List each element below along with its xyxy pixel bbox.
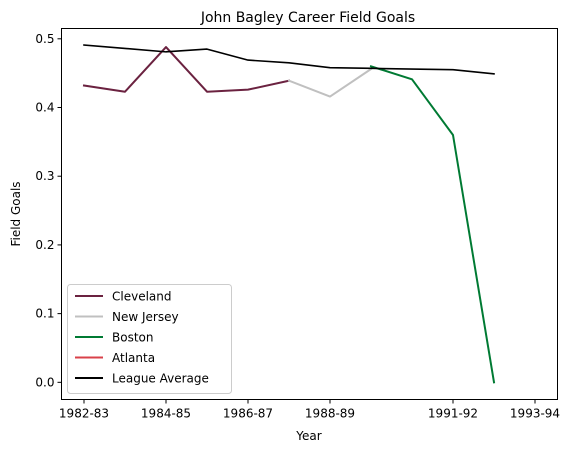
y-tick-label: 0.4 (35, 101, 54, 115)
series-line-boston (369, 65, 496, 384)
legend-label-new-jersey: New Jersey (112, 310, 179, 324)
legend: Cleveland New Jersey Boston Atlanta League A… (67, 284, 232, 394)
legend-label-cleveland: Cleveland (112, 290, 172, 304)
y-axis-label: Field Goals (9, 181, 23, 246)
x-tick-label: 1982-83 (59, 407, 109, 421)
x-axis-label: Year (295, 429, 321, 443)
x-tick-label: 1991-92 (428, 407, 478, 421)
legend-label-league-average: League Average (112, 372, 209, 386)
x-tick-label: 1984-85 (141, 407, 191, 421)
x-tick-label: 1988-89 (305, 407, 355, 421)
y-tick-label: 0.5 (35, 32, 54, 46)
legend-label-atlanta: Atlanta (112, 351, 155, 365)
series-line-league-average (83, 44, 495, 75)
legend-box (67, 284, 232, 394)
y-tick-label: 0.0 (35, 375, 54, 389)
chart-title: John Bagley Career Field Goals (200, 10, 415, 26)
y-tick-label: 0.1 (35, 307, 54, 321)
series-line-cleveland (82, 46, 291, 93)
y-tick-label: 0.3 (35, 169, 54, 183)
y-axis-ticks: 0.0 0.1 0.2 0.3 0.4 0.5 (35, 32, 62, 389)
axes-frame (61, 28, 558, 400)
legend-label-boston: Boston (112, 331, 153, 345)
series-layer (82, 44, 496, 384)
x-axis-ticks: 1982-83 1984-85 1986-87 1988-89 1991-92 1993-… (59, 399, 560, 421)
x-tick-label: 1993-94 (510, 407, 560, 421)
y-tick-label: 0.2 (35, 238, 54, 252)
x-tick-label: 1986-87 (223, 407, 273, 421)
series-line-new-jersey (287, 67, 373, 98)
